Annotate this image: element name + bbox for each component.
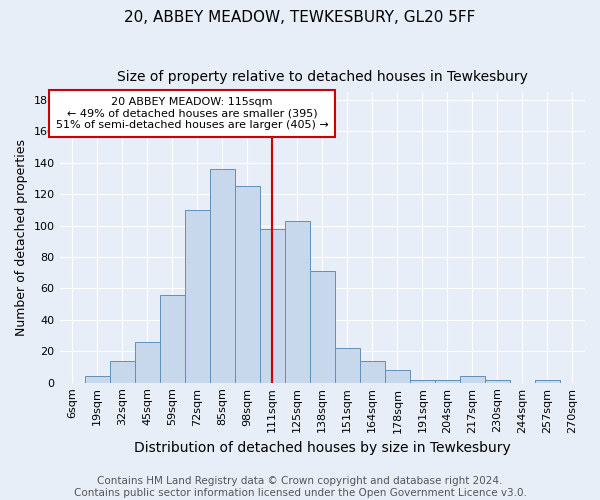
Y-axis label: Number of detached properties: Number of detached properties xyxy=(15,139,28,336)
Bar xyxy=(360,360,385,382)
Text: 20, ABBEY MEADOW, TEWKESBURY, GL20 5FF: 20, ABBEY MEADOW, TEWKESBURY, GL20 5FF xyxy=(124,10,476,25)
Bar xyxy=(485,380,510,382)
Bar xyxy=(209,169,235,382)
Bar xyxy=(460,376,485,382)
Bar xyxy=(85,376,110,382)
Bar xyxy=(160,294,185,382)
Bar xyxy=(410,380,435,382)
X-axis label: Distribution of detached houses by size in Tewkesbury: Distribution of detached houses by size … xyxy=(134,441,511,455)
Text: 20 ABBEY MEADOW: 115sqm
← 49% of detached houses are smaller (395)
51% of semi-d: 20 ABBEY MEADOW: 115sqm ← 49% of detache… xyxy=(56,97,329,130)
Bar xyxy=(535,380,560,382)
Bar xyxy=(134,342,160,382)
Bar xyxy=(110,360,134,382)
Bar xyxy=(385,370,410,382)
Bar xyxy=(435,380,460,382)
Bar xyxy=(335,348,360,382)
Bar xyxy=(285,221,310,382)
Bar xyxy=(185,210,209,382)
Title: Size of property relative to detached houses in Tewkesbury: Size of property relative to detached ho… xyxy=(117,70,528,84)
Bar xyxy=(235,186,260,382)
Bar xyxy=(260,229,285,382)
Text: Contains HM Land Registry data © Crown copyright and database right 2024.
Contai: Contains HM Land Registry data © Crown c… xyxy=(74,476,526,498)
Bar xyxy=(310,271,335,382)
